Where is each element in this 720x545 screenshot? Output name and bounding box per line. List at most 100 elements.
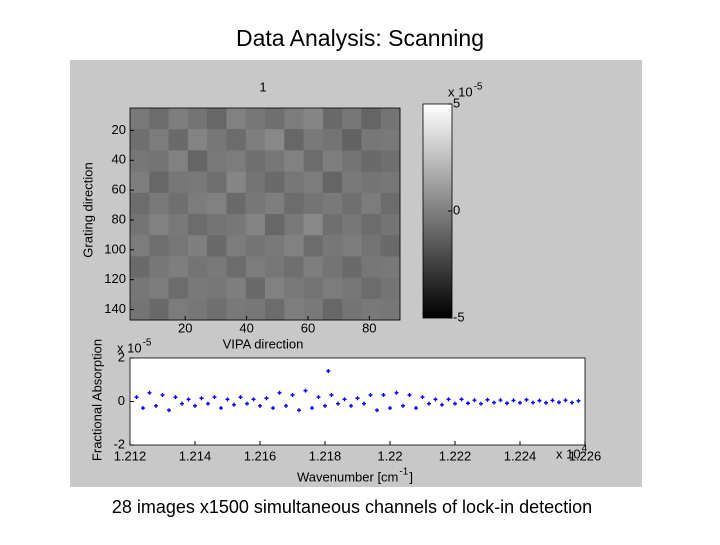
data-point — [277, 390, 282, 395]
data-point — [479, 401, 483, 406]
data-point — [232, 402, 236, 407]
data-point — [420, 395, 425, 400]
heatmap-cell — [149, 277, 170, 300]
data-point — [238, 395, 243, 400]
heatmap-cell — [361, 192, 382, 215]
heatmap-cell — [245, 129, 266, 151]
data-point — [160, 392, 165, 397]
heatmap-cell — [207, 235, 227, 257]
data-point — [326, 369, 331, 374]
heatmap-cell — [380, 214, 401, 236]
heatmap-cell — [168, 192, 189, 215]
y-tick-label: 2 — [118, 349, 125, 364]
heatmap-cell — [187, 171, 208, 194]
axis-multiplier-exponent: 4 — [582, 444, 588, 455]
x-tick-label: 1.222 — [439, 448, 472, 463]
data-point — [206, 401, 210, 406]
heatmap-cell — [265, 150, 285, 173]
heatmap-cell — [168, 129, 189, 151]
data-point — [284, 403, 288, 408]
heatmap-cell — [361, 214, 382, 236]
heatmap-cell — [380, 256, 401, 279]
heatmap-cell — [303, 129, 324, 151]
data-point — [518, 400, 522, 405]
heatmap-cell — [245, 298, 266, 321]
data-point — [388, 406, 392, 411]
heatmap-cell — [187, 235, 208, 257]
y-tick-label: 20 — [112, 122, 126, 137]
heatmap-cell — [380, 235, 401, 257]
heatmap-cell — [226, 129, 247, 151]
heatmap-cell — [322, 277, 343, 300]
heatmap-cell — [245, 256, 266, 279]
heatmap-cell — [342, 256, 362, 279]
y-tick-label: 40 — [112, 152, 126, 167]
heatmap-cell — [380, 108, 401, 130]
heatmap-cell — [342, 298, 362, 321]
heatmap-cell — [342, 108, 362, 130]
heatmap-cell — [322, 129, 343, 151]
data-point — [258, 403, 262, 408]
data-point — [414, 406, 418, 411]
heatmap-cell — [149, 108, 170, 130]
heatmap-cell — [245, 150, 266, 173]
heatmap-cell — [322, 171, 343, 194]
data-point — [368, 392, 373, 397]
x-axis-label-exponent: -1 — [399, 467, 408, 478]
heatmap-cell — [380, 192, 401, 215]
heatmap-cell — [187, 129, 208, 151]
data-point — [290, 392, 295, 397]
heatmap-cell — [303, 298, 324, 321]
heatmap-cell — [342, 192, 362, 215]
heatmap-cell — [265, 277, 285, 300]
data-point — [375, 408, 379, 413]
data-point — [531, 400, 535, 405]
data-point — [212, 395, 217, 400]
axis-multiplier-exponent: -5 — [474, 82, 483, 93]
data-point — [141, 406, 145, 411]
heatmap-cell — [342, 235, 362, 257]
x-tick-label: 1.214 — [179, 448, 212, 463]
colorbar-tick-label: -5 — [453, 309, 465, 324]
heatmap-cell — [226, 214, 247, 236]
colorbar-tick-label: 0 — [453, 202, 460, 217]
data-point — [498, 398, 503, 403]
caption: 28 images x1500 simultaneous channels of… — [112, 497, 592, 517]
data-point — [147, 390, 152, 395]
heatmap-cell — [207, 108, 227, 130]
axes-frame — [129, 107, 401, 321]
data-point — [381, 392, 386, 397]
heatmap-cell — [245, 171, 266, 194]
heatmap-cell — [207, 298, 227, 321]
heatmap-cell — [226, 235, 247, 257]
heatmap-cell — [226, 298, 247, 321]
heatmap-cell — [168, 108, 189, 130]
heatmap-cell — [149, 256, 170, 279]
data-point — [511, 398, 516, 403]
data-point — [199, 396, 204, 401]
heatmap-cell — [130, 129, 150, 151]
heatmap-cell — [130, 256, 150, 279]
data-point — [433, 397, 438, 402]
x-tick-label: 1.216 — [244, 448, 277, 463]
x-tick-label: 1.22 — [377, 448, 402, 463]
data-point — [563, 398, 568, 403]
data-point — [180, 401, 184, 406]
heatmap-cell — [168, 277, 189, 300]
heatmap-cell — [149, 235, 170, 257]
heatmap-cell — [130, 235, 150, 257]
heatmap-cell — [168, 214, 189, 236]
heatmap-cell — [380, 129, 401, 151]
heatmap-cell — [207, 256, 227, 279]
x-axis-label: VIPA direction — [223, 336, 304, 351]
data-point — [576, 398, 581, 403]
heatmap-cell — [245, 108, 266, 130]
data-point — [362, 401, 366, 406]
heatmap-cell — [245, 214, 266, 236]
heatmap-cell — [361, 171, 382, 194]
heatmap-cell — [130, 108, 150, 130]
heatmap-cell — [303, 171, 324, 194]
data-point — [297, 408, 301, 413]
x-tick-label: 1.226 — [569, 448, 602, 463]
